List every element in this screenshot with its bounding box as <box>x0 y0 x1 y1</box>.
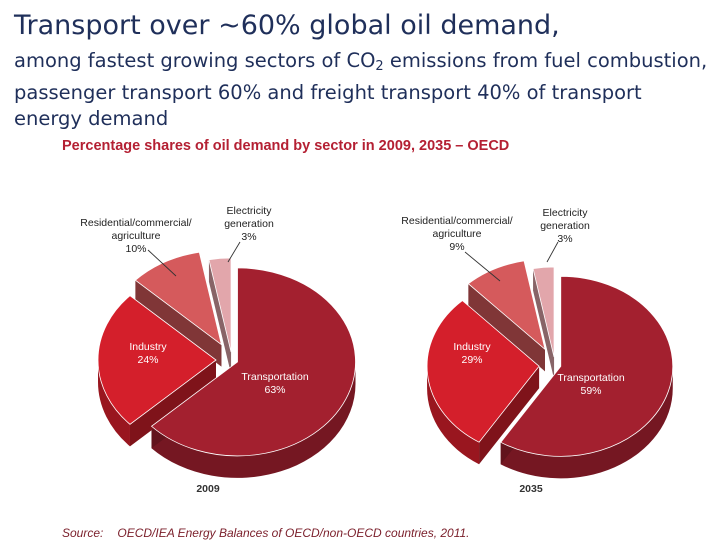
slice-value-residential: 9% <box>449 241 464 253</box>
pie-chart-2035: Transportation 59% Industry 29% Residential/… <box>401 207 674 495</box>
slice-label-line: Electricity <box>227 205 273 217</box>
slice-value-electricity: 3% <box>557 233 572 245</box>
pie-wall-transportation-2009 <box>151 361 356 478</box>
year-label-2009: 2009 <box>196 483 220 495</box>
source-note: Source: OECD/IEA Energy Balances of OECD/… <box>62 526 470 540</box>
pie-cut-residential-start-2009 <box>135 280 222 367</box>
slice-label-line: Transportation <box>241 371 308 383</box>
leader-line-residential-2009 <box>147 249 177 277</box>
slice-label-electricity-2035: Electricity generation 3% <box>540 207 590 245</box>
subtitle-pre: among fastest growing sectors of CO <box>14 49 376 72</box>
pie-slice-transportation-2009 <box>150 267 356 457</box>
pie-cut-electricity-start-2035 <box>533 268 555 380</box>
slice-label-industry-2035: Industry 29% <box>453 341 491 366</box>
slice-value-industry: 29% <box>461 354 482 366</box>
pie-cut-residential-start-2035 <box>468 283 546 372</box>
slice-label-line: agriculture <box>111 230 160 242</box>
pie-cut-industry-start-2035 <box>479 366 540 465</box>
slice-value-electricity: 3% <box>241 231 256 243</box>
year-label-2035: 2035 <box>519 483 543 495</box>
slide-subtitle: among fastest growing sectors of CO2 emi… <box>14 48 714 132</box>
subtitle-subscript: 2 <box>375 59 384 74</box>
slice-label-line: Electricity <box>543 207 589 219</box>
slice-label-residential-2035: Residential/commercial/agriculture 9% <box>401 215 513 253</box>
slice-label-residential-2009: Residential/commercial/agriculture 10% <box>80 217 192 255</box>
slice-label-line: Residential/commercial/ <box>80 217 192 229</box>
pie-slice-industry-2009 <box>97 295 217 425</box>
slice-label-line: Industry <box>453 341 491 353</box>
pie-slice-residential-2035 <box>467 260 546 351</box>
subtitle-post: emissions from fuel combustion, passenge… <box>14 49 708 130</box>
slice-label-electricity-2009: Electricity generation 3% <box>224 205 274 243</box>
leader-line-residential-2035 <box>464 251 501 282</box>
slice-value-residential: 10% <box>125 243 146 255</box>
pie-slice-electricity-2035 <box>532 266 555 358</box>
slice-value-industry: 24% <box>137 354 158 366</box>
slide-title: Transport over ~60% global oil demand, <box>14 10 560 41</box>
slice-label-line: Residential/commercial/ <box>401 215 513 227</box>
slice-label-industry-2009: Industry 24% <box>129 341 167 366</box>
pie-cut-industry-start-2009 <box>129 360 216 447</box>
pie-chart-2009: Transportation 63% Industry 24% Residential/… <box>80 205 356 495</box>
chart-title: Percentage shares of oil demand by secto… <box>62 138 510 154</box>
slice-value-transportation: 63% <box>264 384 285 396</box>
slice-label-transportation-2009: Transportation 63% <box>241 371 308 396</box>
slice-label-line: Industry <box>129 341 167 353</box>
slice-value-transportation: 59% <box>580 385 601 397</box>
slice-label-line: Transportation <box>557 372 624 384</box>
pie-slice-industry-2035 <box>426 300 540 443</box>
slice-label-line: generation <box>224 218 274 230</box>
pie-wall-industry-2035 <box>427 366 480 465</box>
pie-slice-residential-2009 <box>134 251 223 346</box>
source-label: Source: <box>62 526 104 540</box>
pie-slice-transportation-2035 <box>500 275 674 457</box>
pie-slice-electricity-2009 <box>208 257 232 353</box>
slice-label-line: agriculture <box>432 228 481 240</box>
slice-label-line: generation <box>540 220 590 232</box>
leader-line-electricity-2035 <box>546 241 559 263</box>
pie-wall-industry-2009 <box>98 360 130 447</box>
pie-wall-transportation-2035 <box>500 366 673 479</box>
pie-cut-electricity-start-2009 <box>208 259 232 375</box>
leader-line-electricity-2009 <box>227 241 241 263</box>
slice-label-transportation-2035: Transportation 59% <box>557 372 624 397</box>
source-text: OECD/IEA Energy Balances of OECD/non-OEC… <box>117 526 470 540</box>
